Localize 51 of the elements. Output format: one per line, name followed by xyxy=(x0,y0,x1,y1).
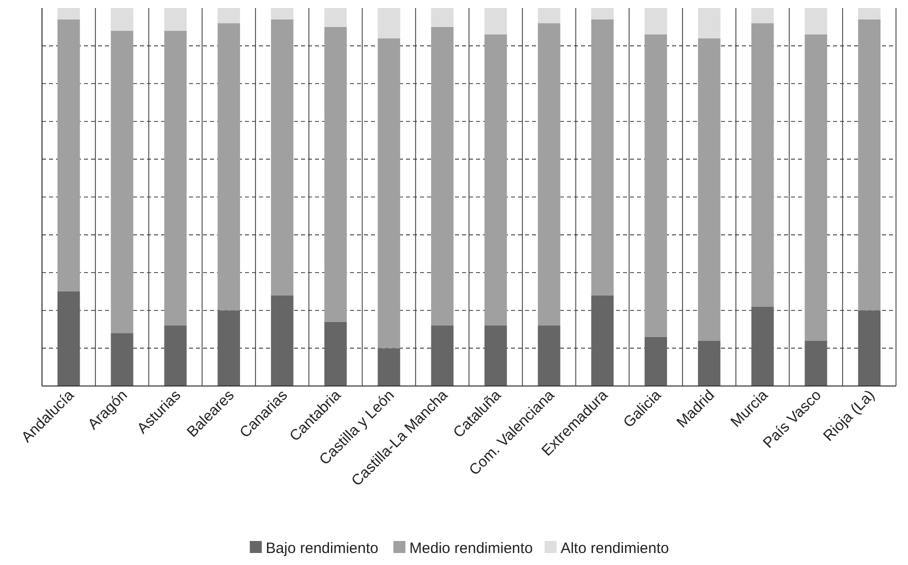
bar xyxy=(270,8,294,20)
bar xyxy=(57,8,80,20)
bar xyxy=(591,8,614,20)
bar xyxy=(378,8,400,38)
bar xyxy=(324,322,347,386)
bar xyxy=(858,8,881,20)
bar xyxy=(698,8,720,38)
bar xyxy=(644,336,668,386)
bar xyxy=(218,310,240,386)
bar xyxy=(538,8,560,24)
bar xyxy=(218,8,240,24)
bar xyxy=(804,340,828,386)
bar xyxy=(57,19,80,292)
legend-label: Alto rendimiento xyxy=(560,540,670,557)
bar xyxy=(110,333,134,386)
bar xyxy=(484,8,507,34)
bar xyxy=(431,26,454,326)
bar xyxy=(858,19,881,310)
bar xyxy=(431,326,454,386)
legend-label: Bajo rendimiento xyxy=(266,540,378,557)
bar xyxy=(591,19,614,296)
bar xyxy=(164,8,187,31)
legend-label: Medio rendimiento xyxy=(409,540,533,557)
bar xyxy=(698,340,720,386)
bar xyxy=(804,8,828,34)
bar xyxy=(591,295,614,386)
bar xyxy=(378,38,400,348)
bar xyxy=(538,326,560,386)
bar xyxy=(698,38,720,341)
bar xyxy=(644,8,668,34)
bar xyxy=(431,8,454,27)
bar xyxy=(484,326,507,386)
bar xyxy=(270,295,294,386)
bar xyxy=(164,30,187,326)
bar xyxy=(858,310,881,386)
bar xyxy=(110,8,134,31)
bar xyxy=(644,34,668,337)
bar xyxy=(324,26,347,322)
bar xyxy=(324,8,347,27)
bar xyxy=(751,8,774,24)
bar xyxy=(57,292,80,386)
bar xyxy=(751,23,774,307)
bar xyxy=(804,34,828,341)
bar xyxy=(378,348,400,386)
bar xyxy=(164,326,187,386)
bar xyxy=(751,306,774,386)
bar xyxy=(218,23,240,310)
bar xyxy=(270,19,294,296)
bar xyxy=(538,23,560,326)
bar xyxy=(110,30,134,334)
bar xyxy=(484,34,507,326)
